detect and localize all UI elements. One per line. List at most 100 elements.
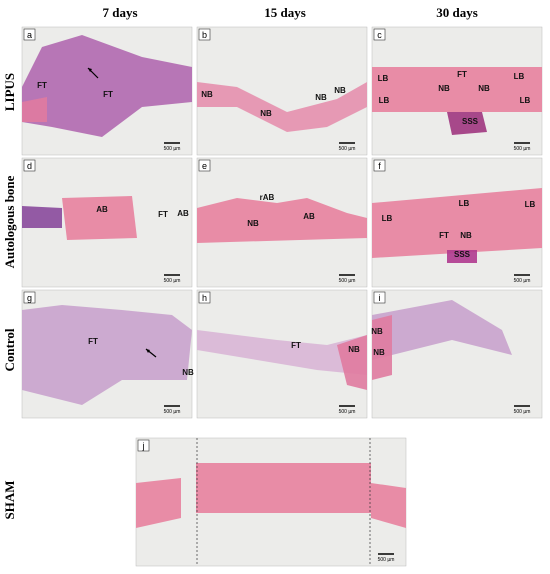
panel: c 500 µm <box>371 26 543 156</box>
panel-letter: a <box>27 30 32 40</box>
scale-label: 500 µm <box>339 409 356 415</box>
tissue <box>22 35 192 137</box>
tissue-label: LB <box>379 96 390 105</box>
scale-label: 500 µm <box>378 557 395 563</box>
panel: d 500 µm <box>21 157 193 288</box>
tissue <box>22 206 62 228</box>
panel-letter: f <box>378 161 381 171</box>
row-header: Control <box>2 328 17 371</box>
tissue-label: NB <box>182 368 194 377</box>
letter-box <box>23 159 36 172</box>
panel-letter: b <box>202 30 207 40</box>
tissue <box>372 188 542 258</box>
tissue-label: FT <box>457 70 467 79</box>
tissue-label: LB <box>520 96 531 105</box>
tissue <box>196 463 371 513</box>
tissue <box>197 330 367 375</box>
panel: g 500 µm <box>21 289 193 419</box>
panel: b 500 µm <box>196 26 368 156</box>
tissue-label: LB <box>382 214 393 223</box>
tissue-label: FT <box>88 337 98 346</box>
tissue-label: FT <box>103 90 113 99</box>
tissue-label: AB <box>177 209 189 218</box>
tissue <box>337 335 367 390</box>
tissue <box>371 483 406 528</box>
letter-box <box>198 159 211 172</box>
tissue-label: NB <box>334 86 346 95</box>
letter-box <box>23 28 36 41</box>
panel-letter: i <box>379 293 381 303</box>
letter-box <box>373 159 386 172</box>
column-header: 15 days <box>264 5 306 20</box>
tissue-label: NB <box>201 90 213 99</box>
tissue-label: LB <box>514 72 525 81</box>
tissue-label: NB <box>315 93 327 102</box>
tissue-label: NB <box>348 345 360 354</box>
tissue-label: NB <box>478 84 490 93</box>
tissue-label: LB <box>378 74 389 83</box>
column-header: 30 days <box>436 5 478 20</box>
tissue-label: NB <box>460 231 472 240</box>
letter-box <box>373 291 386 304</box>
tissue-label: FT <box>158 210 168 219</box>
row-header: SHAM <box>2 481 17 520</box>
scale-label: 500 µm <box>164 278 181 284</box>
letter-box <box>198 28 211 41</box>
scale-label: 500 µm <box>339 278 356 284</box>
arrow-head <box>88 68 92 72</box>
panel-letter: h <box>202 293 207 303</box>
tissue-label: LB <box>459 199 470 208</box>
tissue-label: FT <box>291 341 301 350</box>
panel-letter: g <box>27 293 32 303</box>
tissue-label: NB <box>260 109 272 118</box>
tissue-label: AB <box>96 205 108 214</box>
tissue-label: FT <box>37 81 47 90</box>
tissue <box>22 97 47 122</box>
tissue-label: FT <box>439 231 449 240</box>
scale-label: 500 µm <box>339 146 356 152</box>
tissue-label: SSS <box>462 117 479 126</box>
column-header: 7 days <box>102 5 137 20</box>
tissue <box>372 300 512 360</box>
scale-label: 500 µm <box>514 409 531 415</box>
panel-letter: j <box>142 441 145 451</box>
tissue-label: LB <box>525 200 536 209</box>
row-header: Autologous bone <box>2 175 17 268</box>
panel-letter: e <box>202 161 207 171</box>
panel: i 500 µm <box>371 289 543 419</box>
letter-box <box>373 28 386 41</box>
letter-box <box>137 439 150 452</box>
scale-label: 500 µm <box>514 278 531 284</box>
letter-box <box>198 291 211 304</box>
tissue <box>22 305 192 405</box>
tissue-label: AB <box>303 212 315 221</box>
tissue-label: rAB <box>260 193 275 202</box>
arrow-head <box>146 349 150 353</box>
scale-label: 500 µm <box>164 409 181 415</box>
tissue <box>136 478 181 528</box>
tissue <box>447 250 477 263</box>
panel: e 500 µm <box>196 157 368 288</box>
panel: h 500 µm <box>196 289 368 419</box>
tissue-label: NB <box>247 219 259 228</box>
tissue <box>447 112 487 135</box>
tissue <box>372 315 392 380</box>
row-header: LIPUS <box>2 73 17 111</box>
tissue <box>197 198 367 243</box>
tissue-label: SSS <box>454 250 471 259</box>
tissue-label: NB <box>373 348 385 357</box>
tissue-label: NB <box>371 327 383 336</box>
panel: a 500 µm <box>21 26 193 156</box>
scale-label: 500 µm <box>164 146 181 152</box>
letter-box <box>23 291 36 304</box>
tissue <box>197 82 367 132</box>
panel: f 500 µm <box>371 157 543 288</box>
tissue <box>372 67 542 112</box>
tissue-label: NB <box>438 84 450 93</box>
tissue <box>62 196 137 240</box>
panel-letter: d <box>27 161 32 171</box>
panel: j 500 µm <box>135 437 407 567</box>
scale-label: 500 µm <box>514 146 531 152</box>
panel-letter: c <box>377 30 382 40</box>
